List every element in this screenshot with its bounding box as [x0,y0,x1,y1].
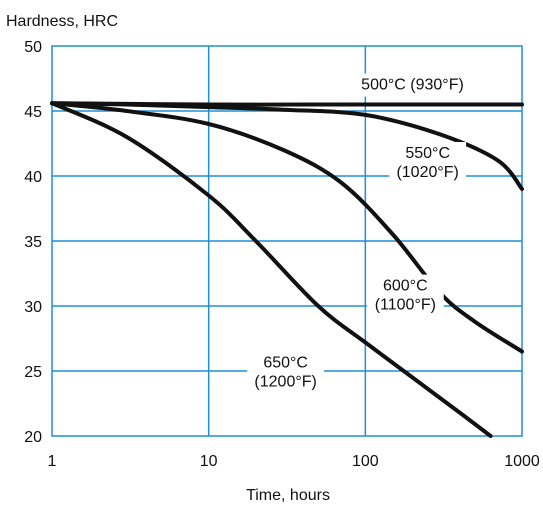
series-line-2 [50,101,524,191]
annotation-label-4: 650°C (1200°F) [247,351,325,394]
annotation-text: (1020°F) [396,164,458,181]
annotation-background [352,73,473,97]
annotations: 500°C (930°F)550°C(1020°F)600°C(1100°F)6… [247,73,473,394]
annotation-background [247,351,325,394]
x-tick-label: 1 [48,453,57,470]
annotation-text: (1200°F) [254,373,316,390]
annotation-text: 650°C [263,354,308,371]
annotation-text: (1100°F) [375,297,436,314]
annotation-background [389,142,467,184]
annotation-label-1: 500°C (930°F) [352,73,473,97]
annotation-text: 600°C [383,278,428,295]
y-tick-label: 20 [24,429,42,446]
annotation-text: 550°C [405,145,450,162]
y-tick-label: 30 [24,299,42,316]
y-tick-label: 40 [24,169,42,186]
x-tick-label: 10 [200,453,218,470]
x-tick-label: 100 [352,453,379,470]
x-axis-label: Time, hours [246,487,330,504]
y-axis-label: Hardness, HRC [6,13,118,30]
y-tick-label: 25 [24,364,42,381]
annotation-label-3: 600°C (1100°F) [366,274,444,317]
annotation-background [366,274,444,317]
annotation-label-2: 550°C (1020°F) [389,142,467,184]
x-tick-label: 1000 [504,453,540,470]
y-tick-label: 45 [24,104,42,121]
annotation-text: 500°C (930°F) [361,77,464,94]
series-line-3 [50,101,524,354]
y-tick-label: 35 [24,234,42,251]
series-line-4 [50,101,493,438]
y-tick-label: 50 [24,39,42,56]
plot-frame [51,45,523,437]
series-group [50,101,524,438]
tick-labels: 1 10 100 1000 50 45 40 35 30 25 20 [24,39,540,470]
